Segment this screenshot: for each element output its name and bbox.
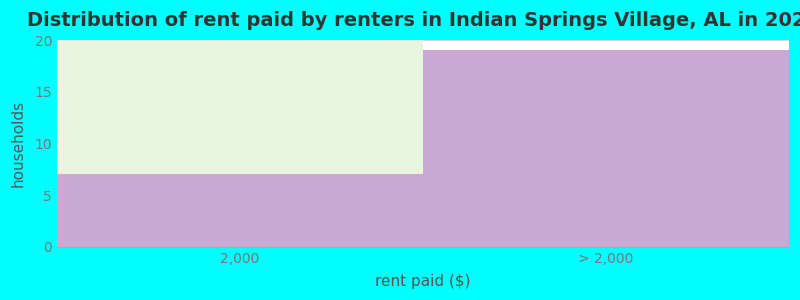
Y-axis label: households: households [11, 100, 26, 187]
Bar [57, 174, 423, 247]
Bar [423, 50, 789, 247]
X-axis label: rent paid ($): rent paid ($) [375, 274, 470, 289]
Bar [57, 40, 423, 174]
Title: Distribution of rent paid by renters in Indian Springs Village, AL in 2022: Distribution of rent paid by renters in … [27, 11, 800, 30]
